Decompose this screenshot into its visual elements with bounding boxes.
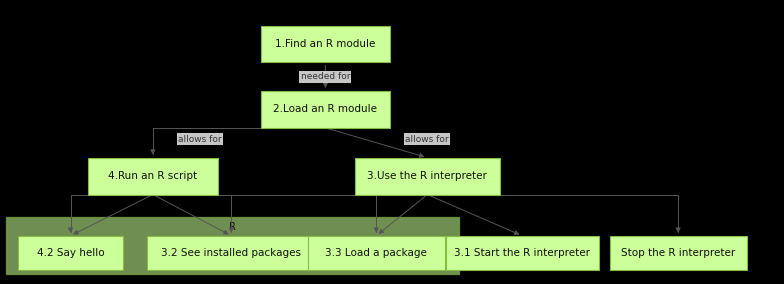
FancyBboxPatch shape (6, 217, 459, 274)
FancyBboxPatch shape (17, 236, 124, 270)
Text: 3.3 Load a package: 3.3 Load a package (325, 248, 427, 258)
Text: R: R (230, 222, 236, 231)
FancyBboxPatch shape (260, 91, 390, 128)
Text: 4.Run an R script: 4.Run an R script (108, 171, 198, 181)
Text: needed for: needed for (300, 72, 350, 81)
FancyBboxPatch shape (354, 158, 499, 195)
FancyBboxPatch shape (147, 236, 315, 270)
Text: 4.2 Say hello: 4.2 Say hello (37, 248, 104, 258)
Text: 3.1 Start the R interpreter: 3.1 Start the R interpreter (454, 248, 590, 258)
FancyBboxPatch shape (609, 236, 746, 270)
FancyBboxPatch shape (260, 26, 390, 62)
Text: allows for: allows for (178, 135, 222, 144)
FancyBboxPatch shape (88, 158, 218, 195)
Text: 2.Load an R module: 2.Load an R module (274, 104, 377, 114)
FancyBboxPatch shape (445, 236, 599, 270)
Text: 3.2 See installed packages: 3.2 See installed packages (162, 248, 301, 258)
Text: 1.Find an R module: 1.Find an R module (275, 39, 376, 49)
Text: Stop the R interpreter: Stop the R interpreter (621, 248, 735, 258)
Text: 3.Use the R interpreter: 3.Use the R interpreter (368, 171, 487, 181)
Text: allows for: allows for (405, 135, 449, 144)
FancyBboxPatch shape (307, 236, 445, 270)
